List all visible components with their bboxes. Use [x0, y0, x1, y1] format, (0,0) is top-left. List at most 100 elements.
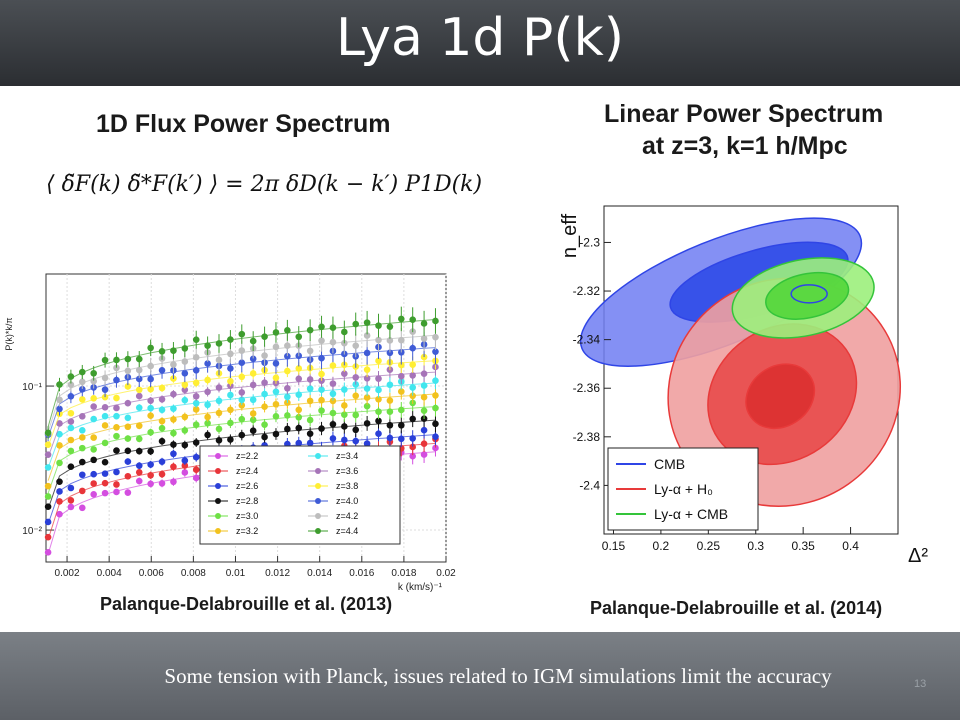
data-point [44, 518, 52, 526]
data-point [284, 384, 291, 392]
data-point [352, 392, 360, 400]
x-tick-label: 0.008 [181, 568, 206, 579]
data-point [192, 336, 200, 344]
data-point [170, 347, 177, 354]
legend-label: z=2.8 [236, 496, 258, 506]
data-point [238, 415, 246, 423]
data-point [352, 411, 360, 419]
x-tick-label: 0.25 [697, 539, 721, 553]
data-point [204, 419, 211, 427]
data-point [409, 443, 416, 451]
data-point [124, 447, 132, 455]
data-point [227, 336, 234, 343]
data-point [409, 415, 416, 423]
data-point [67, 418, 75, 425]
data-point [397, 421, 405, 429]
data-point [420, 440, 428, 448]
data-point [420, 370, 428, 377]
data-point [420, 407, 428, 414]
data-point [306, 376, 314, 383]
data-point [113, 412, 120, 420]
cmb-overlay-contour [790, 284, 828, 304]
data-point [124, 423, 132, 431]
data-point [147, 397, 154, 404]
data-point [90, 456, 97, 464]
data-point [306, 416, 314, 424]
data-point [113, 481, 120, 488]
data-point [135, 355, 143, 363]
legend-label: z=2.6 [236, 481, 258, 491]
data-point [158, 437, 166, 445]
data-point [56, 420, 63, 427]
legend-swatch [315, 468, 321, 474]
data-point [397, 361, 405, 369]
data-point [170, 429, 177, 437]
data-point [363, 319, 371, 326]
data-point [363, 394, 371, 401]
data-point [295, 375, 303, 383]
data-point [295, 365, 303, 372]
data-point [215, 384, 223, 391]
x-tick-label: 0.018 [391, 568, 416, 579]
data-point [135, 422, 143, 430]
data-point [170, 390, 177, 398]
data-point [249, 381, 257, 389]
data-point [341, 402, 348, 409]
data-point [238, 431, 246, 439]
bottom-bar [0, 632, 960, 720]
data-point [192, 453, 200, 461]
data-point [249, 410, 257, 417]
data-point [113, 376, 120, 384]
data-point [170, 361, 177, 368]
data-point [78, 487, 86, 495]
data-point [90, 403, 97, 410]
y-tick-label: -2.36 [573, 381, 601, 395]
data-point [306, 326, 314, 334]
legend-swatch [215, 468, 221, 474]
legend-label: z=3.8 [336, 481, 358, 491]
data-point [56, 381, 63, 388]
data-point [363, 440, 371, 447]
data-point [135, 477, 143, 485]
data-point [135, 386, 143, 394]
data-point [375, 395, 382, 403]
data-point [227, 377, 234, 385]
data-point [147, 375, 154, 383]
data-point [44, 464, 52, 471]
data-point [341, 423, 348, 430]
data-point [147, 412, 154, 419]
data-point [215, 425, 223, 433]
data-point [67, 484, 75, 492]
data-point [284, 393, 291, 401]
data-point [375, 375, 382, 382]
power-spectrum-equation: ⟨ δ̃F(k) δ̃*F(k′) ⟩ = 2π δD(k − k′) P1D(… [46, 172, 483, 197]
data-point [170, 450, 177, 458]
legend-label: z=3.4 [336, 451, 358, 461]
data-point [284, 367, 291, 375]
data-point [78, 458, 86, 466]
data-point [227, 365, 234, 372]
legend-swatch [215, 483, 221, 489]
data-point [363, 420, 371, 427]
data-point [295, 439, 303, 447]
data-point [158, 395, 166, 403]
data-point [181, 358, 189, 365]
data-point [375, 408, 382, 415]
data-point [135, 462, 143, 469]
data-point [432, 377, 439, 385]
data-point [318, 386, 325, 394]
data-point [124, 414, 132, 422]
data-point [375, 336, 382, 344]
data-point [420, 382, 428, 389]
data-point [272, 413, 280, 420]
data-point [90, 415, 97, 423]
legend-swatch [215, 528, 221, 534]
data-point [44, 503, 52, 511]
data-point [170, 416, 177, 423]
x-tick-label: 0.35 [791, 539, 815, 553]
data-point [90, 446, 97, 453]
data-point [78, 396, 86, 403]
data-point [306, 430, 314, 437]
data-point [158, 458, 166, 466]
data-point [78, 504, 86, 512]
